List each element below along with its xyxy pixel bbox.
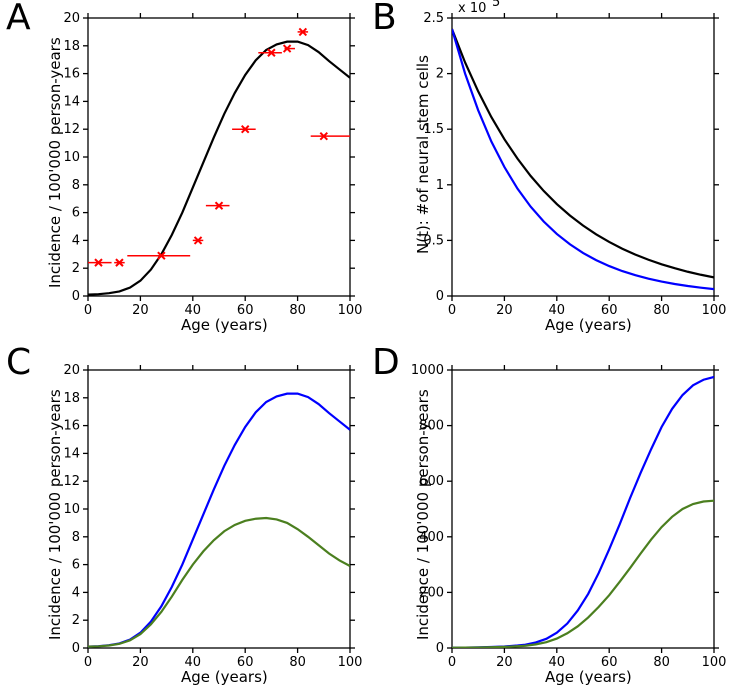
svg-text:60: 60: [237, 303, 254, 318]
svg-text:5: 5: [492, 0, 500, 10]
svg-text:20: 20: [496, 303, 513, 318]
svg-text:80: 80: [653, 303, 670, 318]
svg-text:400: 400: [419, 530, 444, 545]
figure: A B C D Incidence / 100'000 person-years…: [0, 0, 736, 681]
svg-text:10: 10: [63, 502, 80, 517]
svg-text:20: 20: [132, 303, 149, 318]
svg-text:40: 40: [549, 655, 566, 670]
svg-text:4: 4: [72, 233, 80, 248]
svg-text:6: 6: [72, 206, 80, 221]
svg-text:0: 0: [72, 289, 80, 304]
svg-text:6: 6: [72, 558, 80, 573]
svg-text:20: 20: [132, 655, 149, 670]
svg-text:0.5: 0.5: [423, 233, 444, 248]
svg-text:600: 600: [419, 474, 444, 489]
svg-text:0: 0: [448, 655, 456, 670]
svg-text:100: 100: [702, 655, 727, 670]
plot-svg: 0204060801000246810121416182002040608010…: [0, 0, 736, 681]
svg-text:2: 2: [72, 261, 80, 276]
svg-text:800: 800: [419, 419, 444, 434]
svg-text:16: 16: [63, 67, 80, 82]
svg-text:0: 0: [436, 641, 444, 656]
svg-text:18: 18: [63, 391, 80, 406]
svg-text:2.5: 2.5: [423, 11, 444, 26]
svg-text:1: 1: [436, 178, 444, 193]
svg-text:80: 80: [289, 303, 306, 318]
svg-text:8: 8: [72, 178, 80, 193]
svg-text:12: 12: [63, 474, 80, 489]
svg-text:0: 0: [84, 655, 92, 670]
svg-text:80: 80: [653, 655, 670, 670]
svg-text:0: 0: [72, 641, 80, 656]
svg-text:2: 2: [436, 67, 444, 82]
svg-text:100: 100: [338, 655, 363, 670]
svg-text:x 10: x 10: [458, 1, 486, 16]
svg-text:0: 0: [436, 289, 444, 304]
svg-text:60: 60: [601, 655, 618, 670]
svg-text:20: 20: [496, 655, 513, 670]
svg-text:1000: 1000: [411, 363, 444, 378]
svg-text:20: 20: [63, 363, 80, 378]
svg-text:18: 18: [63, 39, 80, 54]
svg-text:60: 60: [601, 303, 618, 318]
svg-text:8: 8: [72, 530, 80, 545]
svg-text:40: 40: [185, 303, 202, 318]
svg-text:10: 10: [63, 150, 80, 165]
svg-text:14: 14: [63, 446, 80, 461]
svg-text:40: 40: [185, 655, 202, 670]
svg-text:0: 0: [84, 303, 92, 318]
svg-text:200: 200: [419, 585, 444, 600]
svg-text:1.5: 1.5: [423, 122, 444, 137]
svg-text:40: 40: [549, 303, 566, 318]
svg-text:60: 60: [237, 655, 254, 670]
svg-text:2: 2: [72, 613, 80, 628]
svg-text:12: 12: [63, 122, 80, 137]
svg-text:16: 16: [63, 419, 80, 434]
svg-text:14: 14: [63, 94, 80, 109]
svg-text:100: 100: [338, 303, 363, 318]
svg-text:4: 4: [72, 585, 80, 600]
svg-text:100: 100: [702, 303, 727, 318]
svg-text:0: 0: [448, 303, 456, 318]
svg-text:80: 80: [289, 655, 306, 670]
svg-text:20: 20: [63, 11, 80, 26]
